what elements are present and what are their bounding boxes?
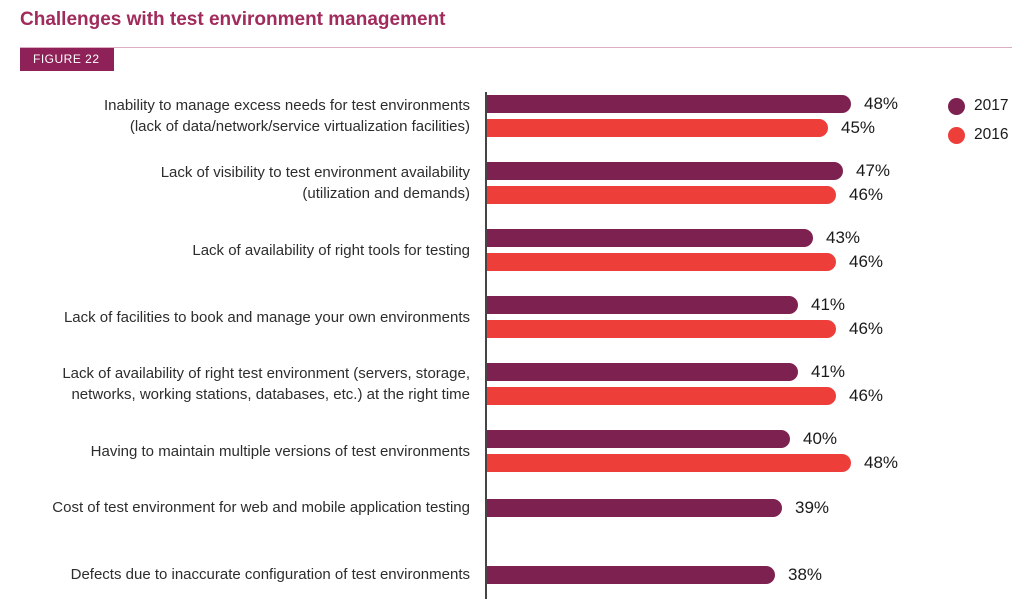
bar-2017 [486, 565, 775, 584]
legend-label: 2017 [974, 97, 1009, 114]
category-label-line: Inability to manage excess needs for tes… [103, 97, 470, 114]
category-label-line: Lack of visibility to test environment a… [160, 164, 470, 181]
bar-2016 [486, 119, 828, 137]
bar-line-2017: 38% [486, 564, 823, 584]
category-label-line: Defects due to inaccurate configuration … [70, 566, 470, 583]
bar-line-2016: 46% [486, 386, 884, 405]
bar-group: 48% 45% [486, 94, 899, 137]
legend-dot-icon [948, 97, 965, 115]
legend-item-2016: 2016 [948, 126, 1008, 144]
bar-group: 41% 46% [486, 295, 884, 338]
bar-value-2016: 46% [849, 185, 884, 204]
bar-line-2016: 45% [486, 118, 898, 137]
bar-2016 [486, 387, 836, 405]
legend-dot-icon [948, 126, 965, 144]
bar-group: 41% 46% [486, 362, 884, 405]
category-label-line: (lack of data/network/service virtualiza… [129, 118, 470, 135]
bar-line-2016: 46% [486, 252, 884, 271]
bar-2017 [486, 162, 843, 180]
category-label: Lack of availability of right test envir… [20, 363, 486, 405]
legend-label: 2016 [974, 126, 1009, 143]
bar-line-2016: 48% [486, 453, 899, 472]
figure-divider: FIGURE 22 [20, 47, 1012, 71]
bar-value-2016: 46% [849, 319, 884, 338]
category-label-line: Lack of availability of right tools for … [192, 241, 470, 259]
bar-value-2016: 48% [864, 453, 899, 472]
chart-row: Having to maintain multiple versions of … [20, 429, 1024, 472]
bar-2017 [486, 363, 798, 381]
bar-line-2017: 40% [486, 429, 898, 448]
bar-line-2017: 48% [486, 94, 899, 113]
bar-value-2017: 43% [826, 228, 861, 247]
chart-row: Cost of test environment for web and mob… [20, 497, 1024, 518]
bar-2016 [486, 454, 851, 472]
bar-value-2017: 40% [803, 429, 838, 448]
category-label-line: networks, working stations, databases, e… [71, 386, 470, 403]
bar-value-2017: 41% [811, 295, 846, 314]
bar-2017 [486, 430, 790, 448]
category-label-line: Lack of facilities to book and manage yo… [63, 308, 470, 326]
bar-2017 [486, 229, 813, 247]
bar-value-2017: 47% [856, 161, 891, 180]
bar-2017 [486, 296, 798, 314]
category-label: Inability to manage excess needs for tes… [20, 95, 486, 137]
page-title: Challenges with test environment managem… [20, 9, 446, 30]
bar-group: 39% [486, 497, 830, 517]
category-label: Cost of test environment for web and mob… [20, 497, 486, 518]
bar-line-2017: 43% [486, 228, 883, 247]
bar-2016 [486, 186, 836, 204]
chart-row: Inability to manage excess needs for tes… [20, 94, 1024, 137]
figure-badge: FIGURE 22 [20, 48, 114, 71]
bar-line-2016: 46% [486, 319, 884, 338]
bar-chart: Inability to manage excess needs for tes… [20, 92, 1024, 599]
chart-row: Lack of availability of right test envir… [20, 362, 1024, 405]
bar-value-2016: 46% [849, 252, 884, 271]
bar-2016 [486, 253, 836, 271]
category-label: Lack of visibility to test environment a… [20, 162, 486, 204]
bar-value-2017: 41% [811, 362, 846, 381]
category-label-line: (utilization and demands) [302, 185, 470, 202]
bar-line-2017: 47% [486, 161, 891, 180]
chart-row: Lack of facilities to book and manage yo… [20, 295, 1024, 338]
legend-item-2017: 2017 [948, 97, 1008, 115]
bar-2016 [486, 320, 836, 338]
bar-value-2017: 38% [788, 564, 823, 584]
category-label: Defects due to inaccurate configuration … [20, 564, 486, 585]
category-label: Having to maintain multiple versions of … [20, 441, 486, 462]
category-label-line: Cost of test environment for web and mob… [52, 499, 470, 516]
y-axis-line [485, 92, 487, 599]
bar-line-2016: 46% [486, 185, 890, 204]
bar-group: 43% 46% [486, 228, 884, 271]
category-label: Lack of availability of right tools for … [20, 240, 486, 261]
category-label: Lack of facilities to book and manage yo… [20, 307, 486, 328]
chart-row: Lack of visibility to test environment a… [20, 161, 1024, 204]
bar-group: 40% 48% [486, 429, 899, 472]
bar-line-2017: 41% [486, 295, 883, 314]
bar-value-2016: 46% [849, 386, 884, 405]
bar-value-2017: 48% [864, 94, 899, 113]
bar-group: 38% [486, 564, 823, 584]
bar-2017 [486, 95, 851, 113]
bar-value-2016: 45% [841, 118, 876, 137]
bar-value-2017: 39% [795, 497, 830, 517]
category-label-line: Having to maintain multiple versions of … [90, 442, 470, 460]
category-label-line: Lack of availability of right test envir… [62, 365, 470, 382]
bar-group: 47% 46% [486, 161, 891, 204]
bar-line-2017: 41% [486, 362, 883, 381]
chart-row: Lack of availability of right tools for … [20, 228, 1024, 271]
bar-line-2017: 39% [486, 497, 830, 517]
chart-row: Defects due to inaccurate configuration … [20, 564, 1024, 585]
chart-legend: 2017 2016 [948, 97, 1008, 144]
chart-rows: Inability to manage excess needs for tes… [20, 94, 1024, 585]
bar-2017 [486, 498, 782, 517]
